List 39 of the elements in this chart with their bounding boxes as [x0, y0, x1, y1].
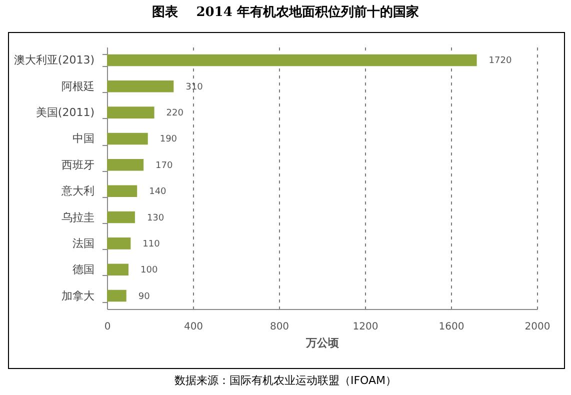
data-label: 1720: [488, 56, 512, 66]
y-tick-label: 加拿大: [62, 289, 94, 302]
data-label: 170: [156, 160, 173, 171]
x-tick-label: 1200: [352, 322, 378, 332]
bar: [107, 238, 131, 250]
y-tick-label: 乌拉圭: [62, 210, 94, 224]
y-tick-label: 法国: [72, 236, 94, 250]
y-tick-label: 中国: [72, 132, 94, 146]
x-tick-label: 400: [184, 322, 204, 332]
bar: [107, 185, 138, 197]
y-tick-label: 澳大利亚(2013): [14, 54, 94, 67]
chart-title: 图表 2014 年有机农地面积位列前十的国家: [151, 4, 420, 22]
bar: [107, 290, 126, 302]
data-label: 140: [149, 187, 167, 198]
bar: [107, 211, 135, 224]
x-tick-label: 1600: [438, 322, 464, 332]
data-label: 90: [138, 292, 150, 302]
source-note: 数据来源：国际有机农业运动联盟（IFOAM）: [173, 373, 398, 388]
y-tick-label: 美国(2011): [36, 106, 94, 120]
y-tick-label: 阿根廷: [62, 80, 94, 93]
bar: [107, 80, 174, 92]
data-label: 310: [186, 82, 204, 92]
data-label: 110: [142, 239, 160, 250]
bar: [107, 264, 128, 276]
x-tick-label: 800: [270, 322, 290, 332]
bar: [107, 132, 148, 145]
data-label: 130: [146, 213, 164, 224]
bar: [107, 54, 477, 66]
x-axis-title: 万公顷: [305, 336, 340, 350]
bar: [107, 106, 154, 118]
x-tick-label: 2000: [524, 322, 550, 332]
data-label: 100: [140, 266, 158, 276]
y-tick-label: 德国: [72, 263, 94, 276]
bar: [107, 159, 144, 171]
y-tick-label: 意大利: [60, 184, 94, 198]
data-label: 220: [166, 108, 184, 119]
data-label: 190: [160, 134, 178, 145]
y-tick-label: 西班牙: [62, 158, 94, 172]
x-tick-label: 0: [104, 322, 111, 332]
